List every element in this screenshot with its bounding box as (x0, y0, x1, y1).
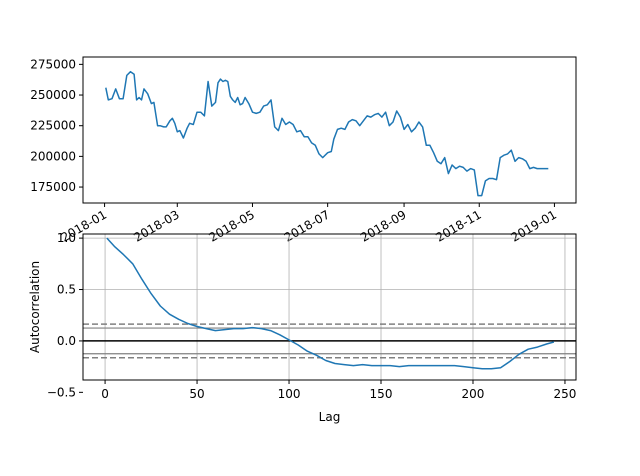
bottom-x-axis-label: Lag (319, 410, 341, 424)
bottom-plot-frame (82, 233, 577, 381)
bottom-x-tick-label: 50 (189, 387, 204, 401)
bottom-x-axis-ticks: 0 50 100 150 200 250 (101, 380, 576, 401)
bottom-y-tick-label: 0.0 (57, 334, 76, 348)
top-plot-frame (82, 56, 577, 204)
bottom-y-axis-label: Autocorrelation (28, 261, 42, 353)
top-series-group (105, 70, 549, 197)
bottom-y-tick-label: 0.5 (57, 283, 76, 297)
bottom-series-group (106, 237, 555, 370)
confidence-bands (83, 323, 576, 359)
top-y-axis-ticks: 175000 200000 225000 250000 275000 (30, 57, 83, 194)
bottom-y-tick-label: 1.0 (57, 231, 76, 245)
bottom-x-tick-label: 150 (370, 387, 393, 401)
bottom-x-tick-label: 0 (101, 387, 109, 401)
bottom-y-tick-label: −0.5 (47, 385, 76, 399)
price-series-line (105, 70, 549, 197)
bottom-x-tick-label: 100 (278, 387, 301, 401)
top-y-tick-label: 275000 (30, 57, 76, 71)
bottom-x-tick-label: 250 (554, 387, 577, 401)
top-y-tick-label: 200000 (30, 149, 76, 163)
autocorrelation-line (106, 237, 555, 370)
top-y-tick-label: 225000 (30, 119, 76, 133)
autocorrelation-chart: −0.5 0.0 0.5 1.0 0 50 100 150 200 250 Lag Autoco… (28, 231, 577, 424)
top-y-tick-label: 250000 (30, 88, 76, 102)
bottom-x-tick-label: 200 (462, 387, 485, 401)
top-y-tick-label: 175000 (30, 180, 76, 194)
bottom-y-axis-ticks: −0.5 0.0 0.5 1.0 (47, 231, 83, 399)
